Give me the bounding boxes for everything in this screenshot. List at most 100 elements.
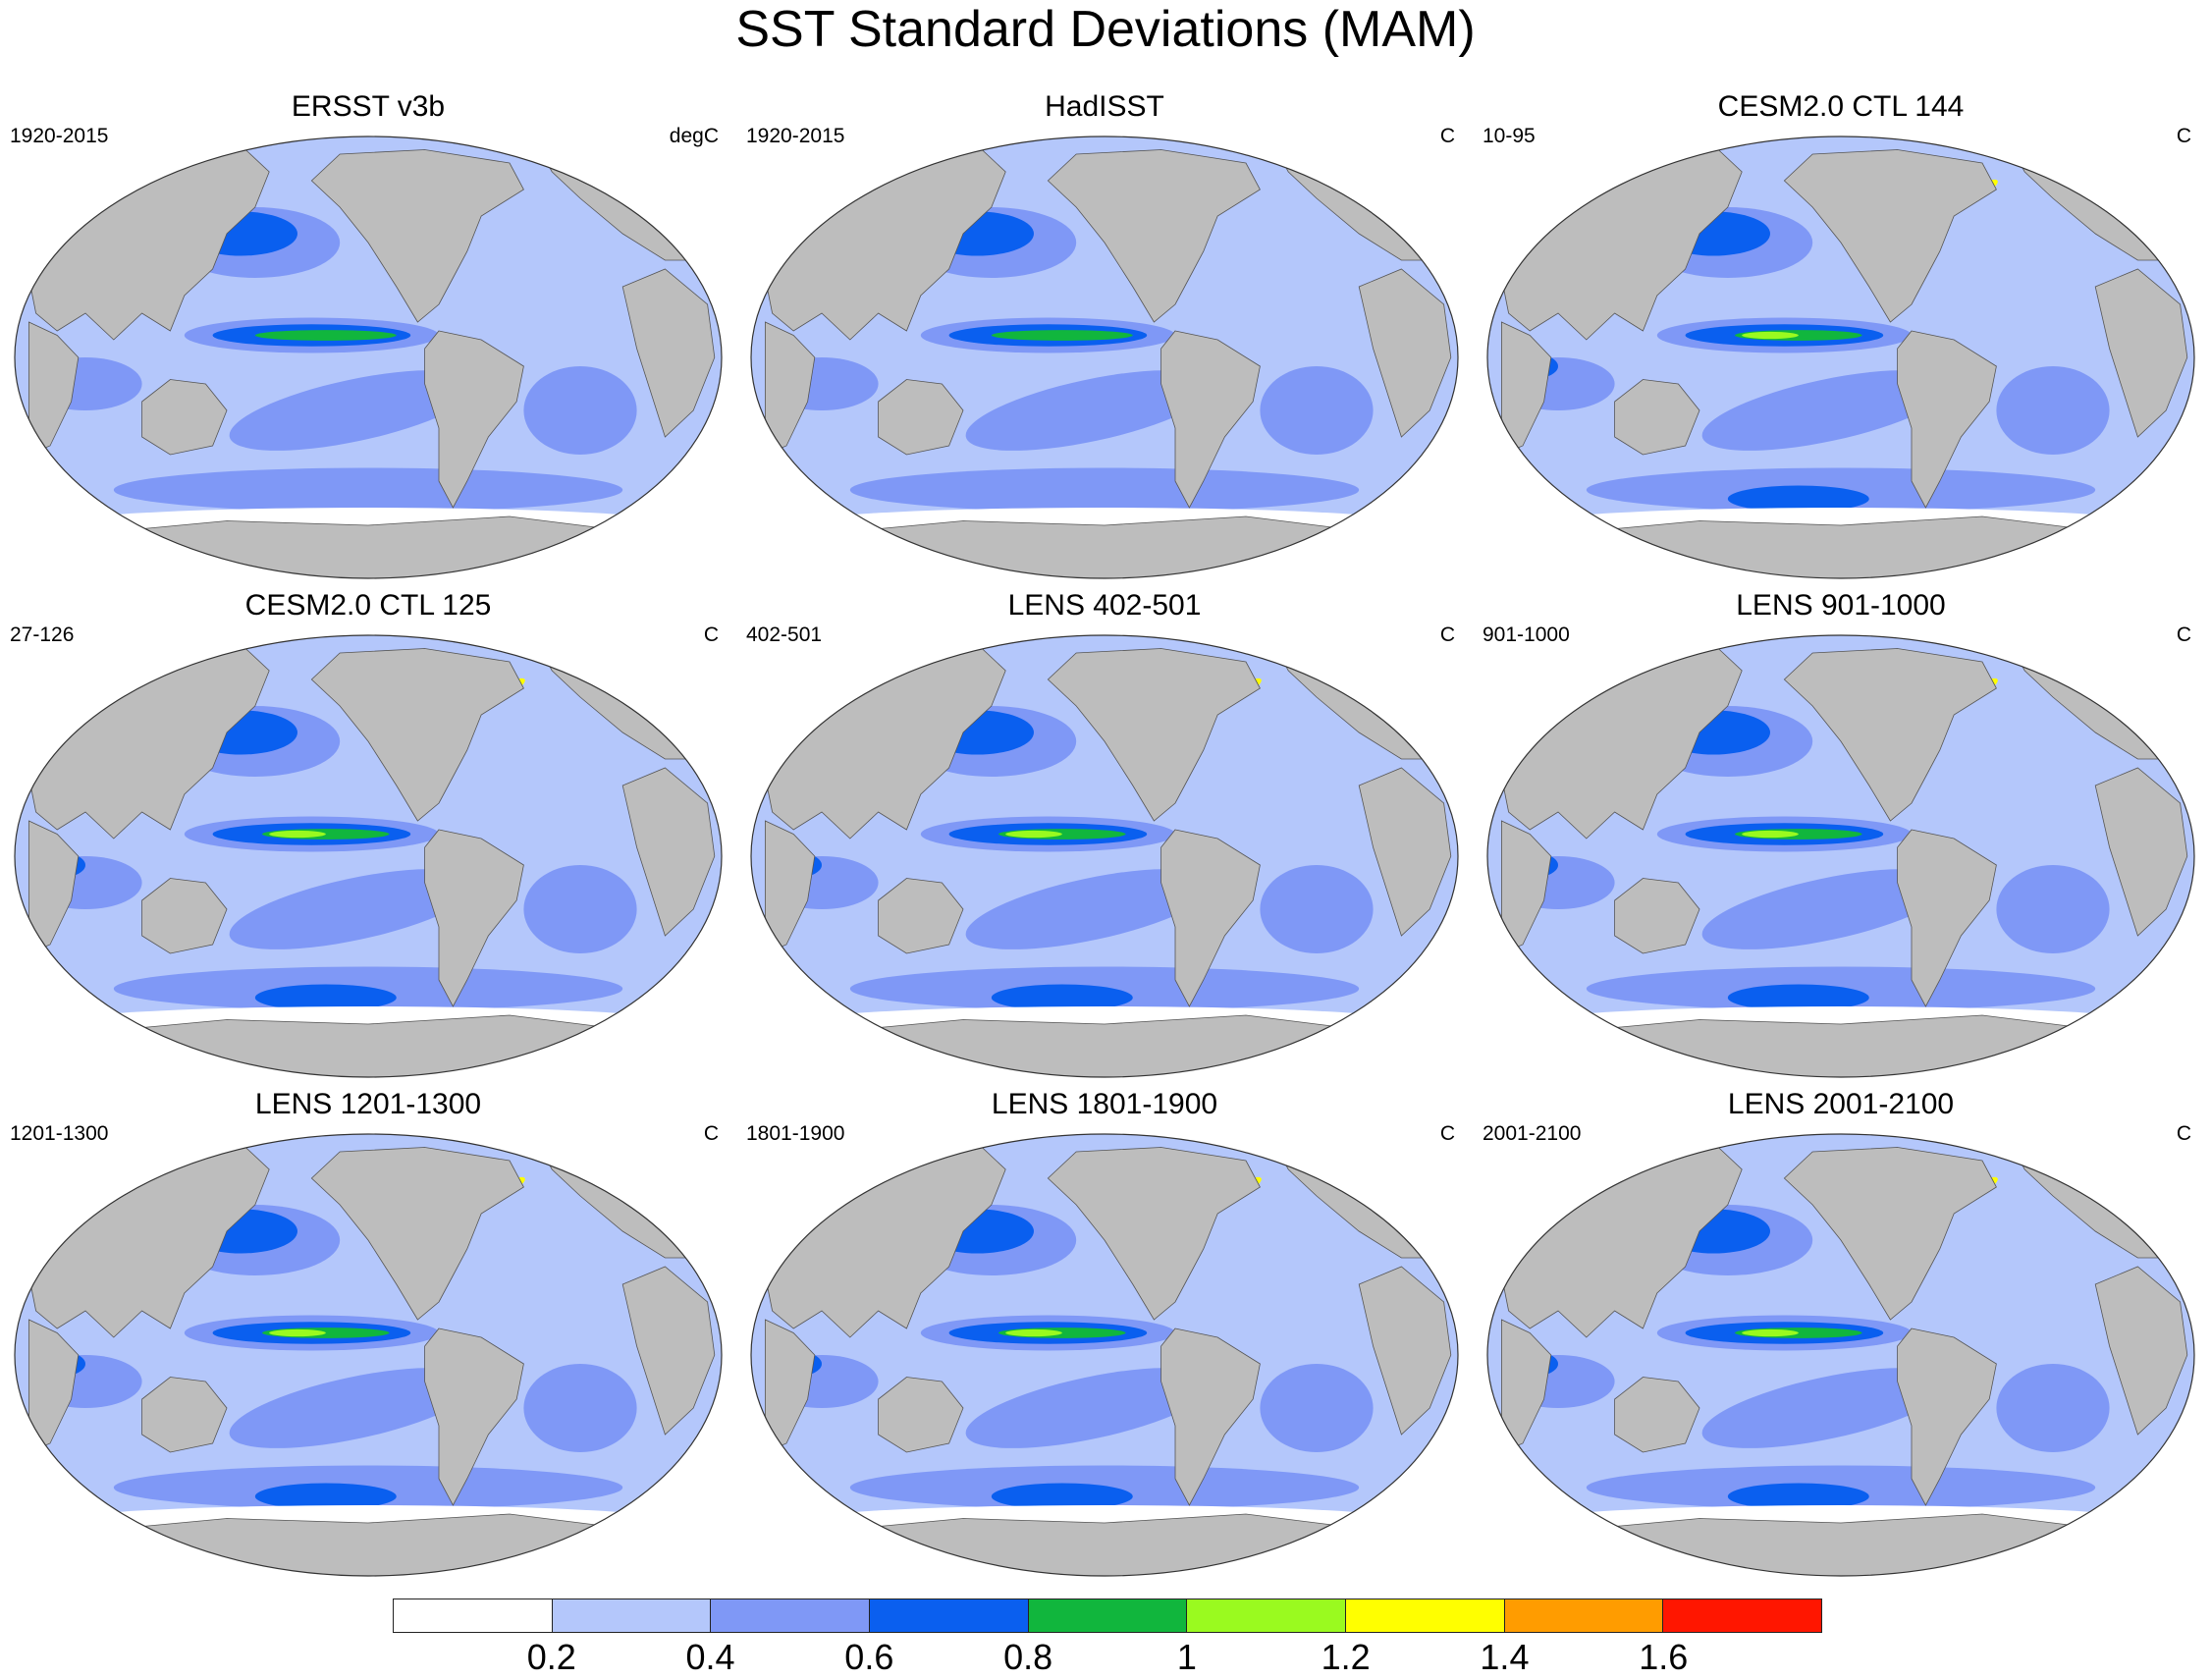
north-america-land [1783,149,1997,323]
colorbar-tick-label: 0.4 [685,1637,735,1677]
panel-period-label: 1201-1300 [10,1122,109,1145]
south-pacific-band [965,869,1215,949]
panel-title: LENS 2001-2100 [1727,1088,1955,1120]
enso-peak [269,1328,326,1337]
map-boundary [1486,634,2195,1078]
australia-land [141,878,228,954]
main-title: SST Standard Deviations (MAM) [735,1,1476,58]
south-america-land [1897,1328,1997,1506]
panel-units-label: C [1439,1122,1455,1145]
south-atlantic-band [523,366,637,455]
southern-ocean-core [254,984,397,1011]
map-content [15,635,722,1077]
panel-period-label: 1920-2015 [10,125,109,147]
map-boundary [750,634,1459,1078]
colorbar-tick-label: 1.6 [1639,1637,1689,1677]
africa-east-land [1358,268,1452,438]
africa-east-land [1358,767,1452,937]
southern-ocean-core [991,984,1133,1011]
south-atlantic-band [1260,1364,1374,1452]
colorbar-tick-label: 0.8 [1003,1637,1053,1677]
south-america-land [424,330,524,509]
north-america-land [310,149,524,323]
map-panel: LENS 2001-2100 2001-2100 C [1473,1088,2209,1599]
south-pacific-band [1701,1368,1952,1448]
southern-ocean-core [1727,1483,1869,1510]
colorbar-box [1663,1599,1823,1633]
south-pacific-band [229,869,479,949]
south-america-land [424,1328,524,1506]
map-panel: LENS 1201-1300 1201-1300 C [0,1088,736,1599]
map-boundary [750,135,1459,579]
south-pacific-band [1701,869,1952,949]
colorbar-tick-label: 0.2 [526,1637,576,1677]
south-pacific-band [229,370,479,451]
africa-east-land [2094,1266,2188,1436]
panel-title: HadISST [1045,90,1164,123]
enso-tongue [991,330,1133,341]
south-atlantic-band [1260,366,1374,455]
enso-peak [1742,1328,1799,1337]
africa-east-land [1358,1266,1452,1436]
north-america-land [310,648,524,822]
southern-ocean-core [991,1483,1133,1510]
south-pacific-band [965,1368,1215,1448]
south-america-land [1160,829,1261,1007]
panel-period-label: 2001-2100 [1483,1122,1582,1145]
map-boundary [750,1133,1459,1577]
panel-title: LENS 901-1000 [1736,589,1946,622]
south-atlantic-band [1260,865,1374,953]
australia-land [1614,1377,1700,1453]
north-america-land [1047,648,1261,822]
map-content [751,635,1458,1077]
colorbar-box [870,1599,1029,1633]
colorbar-box [711,1599,871,1633]
australia-land [1614,878,1700,954]
map [1486,135,2195,579]
colorbar-tick-label: 1.2 [1321,1637,1371,1677]
map [14,1133,723,1577]
map [14,135,723,579]
southern-ocean-core [254,1483,397,1510]
south-atlantic-band [1996,865,2110,953]
map-content [15,1134,722,1576]
map-boundary [1486,1133,2195,1577]
north-america-land [1047,1147,1261,1321]
map [1486,634,2195,1078]
colorbar-tick-label: 0.6 [844,1637,894,1677]
panel-title: CESM2.0 CTL 125 [244,589,492,622]
panel-title: CESM2.0 CTL 144 [1717,90,1965,123]
north-america-land [310,1147,524,1321]
panel-period-label: 1920-2015 [746,125,845,147]
africa-east-land [2094,767,2188,937]
map-panel: LENS 1801-1900 1801-1900 C [736,1088,1473,1599]
south-atlantic-band [1996,366,2110,455]
map [1486,1133,2195,1577]
southern-ocean-band [113,467,623,513]
colorbar-box [1028,1599,1188,1633]
south-pacific-band [229,1368,479,1448]
south-atlantic-band [523,865,637,953]
south-atlantic-band [523,1364,637,1452]
panel-units-label: C [2176,623,2191,646]
colorbar-tick-label: 1 [1176,1637,1197,1677]
panel-units-label: C [703,623,719,646]
australia-land [878,379,964,456]
north-america-land [1783,648,1997,822]
panel-period-label: 10-95 [1483,125,1536,147]
panel-title: LENS 1201-1300 [254,1088,482,1120]
colorbar-box [552,1599,712,1633]
map-content [1487,136,2194,578]
colorbar-tick-label: 1.4 [1480,1637,1530,1677]
map-panel: ERSST v3b 1920-2015 degC [0,90,736,601]
map-panel: CESM2.0 CTL 144 10-95 C [1473,90,2209,601]
australia-land [878,878,964,954]
north-america-land [1047,149,1261,323]
panel-title: ERSST v3b [291,90,446,123]
south-america-land [1897,829,1997,1007]
map [750,135,1459,579]
enso-peak [1005,1328,1062,1337]
enso-tongue [254,330,397,341]
map-boundary [14,135,723,579]
panel-units-label: C [1439,623,1455,646]
